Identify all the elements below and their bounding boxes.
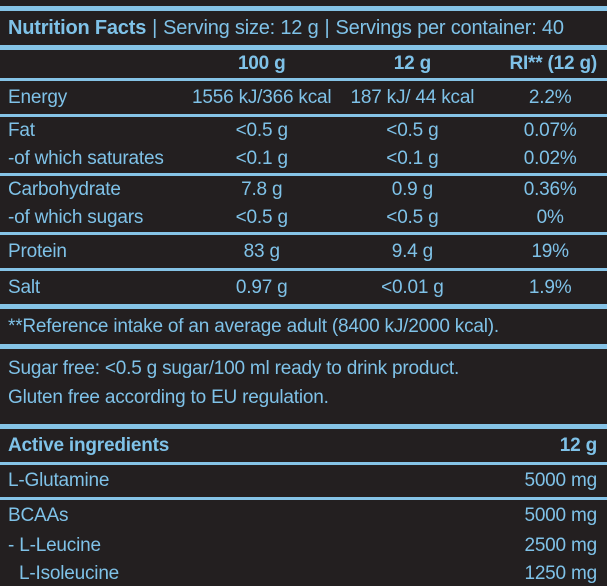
active-ingredients-title: Active ingredients	[8, 435, 170, 456]
ingredient-label: BCAAs	[8, 505, 69, 526]
ingredient-row-l-leucine: - L-Leucine 2500 mg	[0, 532, 607, 560]
row-label: Carbohydrate	[8, 179, 121, 200]
gluten-free-note: Gluten free according to EU regulation.	[8, 387, 329, 408]
label-header: Nutrition Facts | Serving size: 12 g | Servi…	[0, 11, 607, 45]
active-ingredients-header-rule	[0, 462, 607, 465]
value-per-12g: <0.5 g	[386, 120, 439, 141]
ingredient-row-l-isoleucine: L-Isoleucine 1250 mg	[0, 560, 607, 586]
table-row-carbohydrate: Carbohydrate 7.8 g 0.9 g 0.36%	[0, 175, 607, 205]
servings-per-container-text: Servings per container: 40	[335, 17, 564, 39]
label-title: Nutrition Facts	[8, 17, 147, 39]
table-row-sugars: -of which sugars <0.5 g <0.5 g 0%	[0, 204, 607, 234]
value-per-100g: <0.1 g	[235, 148, 288, 169]
column-header-empty	[0, 50, 192, 80]
ingredient-label: L-Glutamine	[8, 470, 110, 491]
value-ri: 0.36%	[523, 179, 577, 200]
header-rule	[0, 45, 607, 50]
column-header-100g: 100 g	[237, 53, 286, 74]
header-separator: |	[152, 17, 158, 39]
value-per-100g: <0.5 g	[235, 207, 288, 228]
ingredient-label: - L-Leucine	[8, 535, 101, 556]
glutamine-rule	[0, 497, 607, 500]
value-per-100g: 7.8 g	[241, 179, 283, 200]
ingredient-row-bcaas: BCAAs 5000 mg	[0, 500, 607, 532]
value-per-12g: 0.9 g	[391, 179, 433, 200]
table-row-fat: Fat <0.5 g <0.5 g 0.07%	[0, 116, 607, 146]
ingredient-amount: 1250 mg	[524, 563, 597, 584]
active-ingredients-top-rule	[0, 424, 607, 429]
value-ri: 0.02%	[523, 148, 577, 169]
value-ri: 0%	[536, 207, 564, 228]
row-label: Protein	[8, 241, 67, 262]
table-bottom-rule	[0, 304, 607, 309]
value-per-100g: 83 g	[243, 241, 280, 262]
value-per-100g: 1556 kJ/366 kcal	[192, 87, 332, 108]
value-per-100g: <0.5 g	[235, 120, 288, 141]
table-row-energy: Energy 1556 kJ/366 kcal 187 kJ/ 44 kcal …	[0, 80, 607, 116]
table-row-protein: Protein 83 g 9.4 g 19%	[0, 234, 607, 270]
ingredient-amount: 2500 mg	[524, 535, 597, 556]
column-header-12g: 12 g	[393, 53, 431, 74]
footnote-rule	[0, 344, 607, 349]
ingredient-amount: 5000 mg	[524, 505, 597, 526]
value-ri: 19%	[531, 241, 569, 262]
header-separator: |	[324, 17, 330, 39]
ingredient-amount: 5000 mg	[524, 470, 597, 491]
column-header-row: 100 g 12 g RI** (12 g)	[0, 50, 607, 80]
value-per-12g: <0.1 g	[386, 148, 439, 169]
top-rule	[0, 6, 607, 11]
value-per-12g: 9.4 g	[391, 241, 433, 262]
row-label: Salt	[8, 277, 40, 298]
value-per-12g: <0.5 g	[386, 207, 439, 228]
dietary-notes: Sugar free: <0.5 g sugar/100 ml ready to…	[0, 349, 607, 424]
value-per-100g: 0.97 g	[235, 277, 288, 298]
row-label: Energy	[8, 87, 68, 108]
ingredient-row-l-glutamine: L-Glutamine 5000 mg	[0, 465, 607, 497]
reference-intake-footnote: **Reference intake of an average adult (…	[8, 316, 499, 337]
value-per-12g: <0.01 g	[381, 277, 444, 298]
value-ri: 1.9%	[528, 277, 572, 298]
row-label: -of which saturates	[8, 148, 164, 169]
table-row-salt: Salt 0.97 g <0.01 g 1.9%	[0, 270, 607, 305]
active-ingredients-amount-header: 12 g	[559, 435, 597, 456]
row-label: -of which sugars	[8, 207, 144, 228]
column-header-ri: RI** (12 g)	[509, 53, 597, 74]
value-ri: 0.07%	[523, 120, 577, 141]
nutrition-table: 100 g 12 g RI** (12 g) Energy 1556 kJ/36…	[0, 50, 607, 304]
ingredient-label: L-Isoleucine	[19, 563, 120, 584]
sugar-free-note: Sugar free: <0.5 g sugar/100 ml ready to…	[8, 358, 460, 379]
value-per-12g: 187 kJ/ 44 kcal	[350, 87, 475, 108]
active-ingredients-header: Active ingredients 12 g	[0, 429, 607, 462]
row-label: Fat	[8, 120, 35, 141]
value-ri: 2.2%	[528, 87, 572, 108]
table-row-saturates: -of which saturates <0.1 g <0.1 g 0.02%	[0, 145, 607, 175]
serving-size-text: Serving size: 12 g	[163, 17, 319, 39]
